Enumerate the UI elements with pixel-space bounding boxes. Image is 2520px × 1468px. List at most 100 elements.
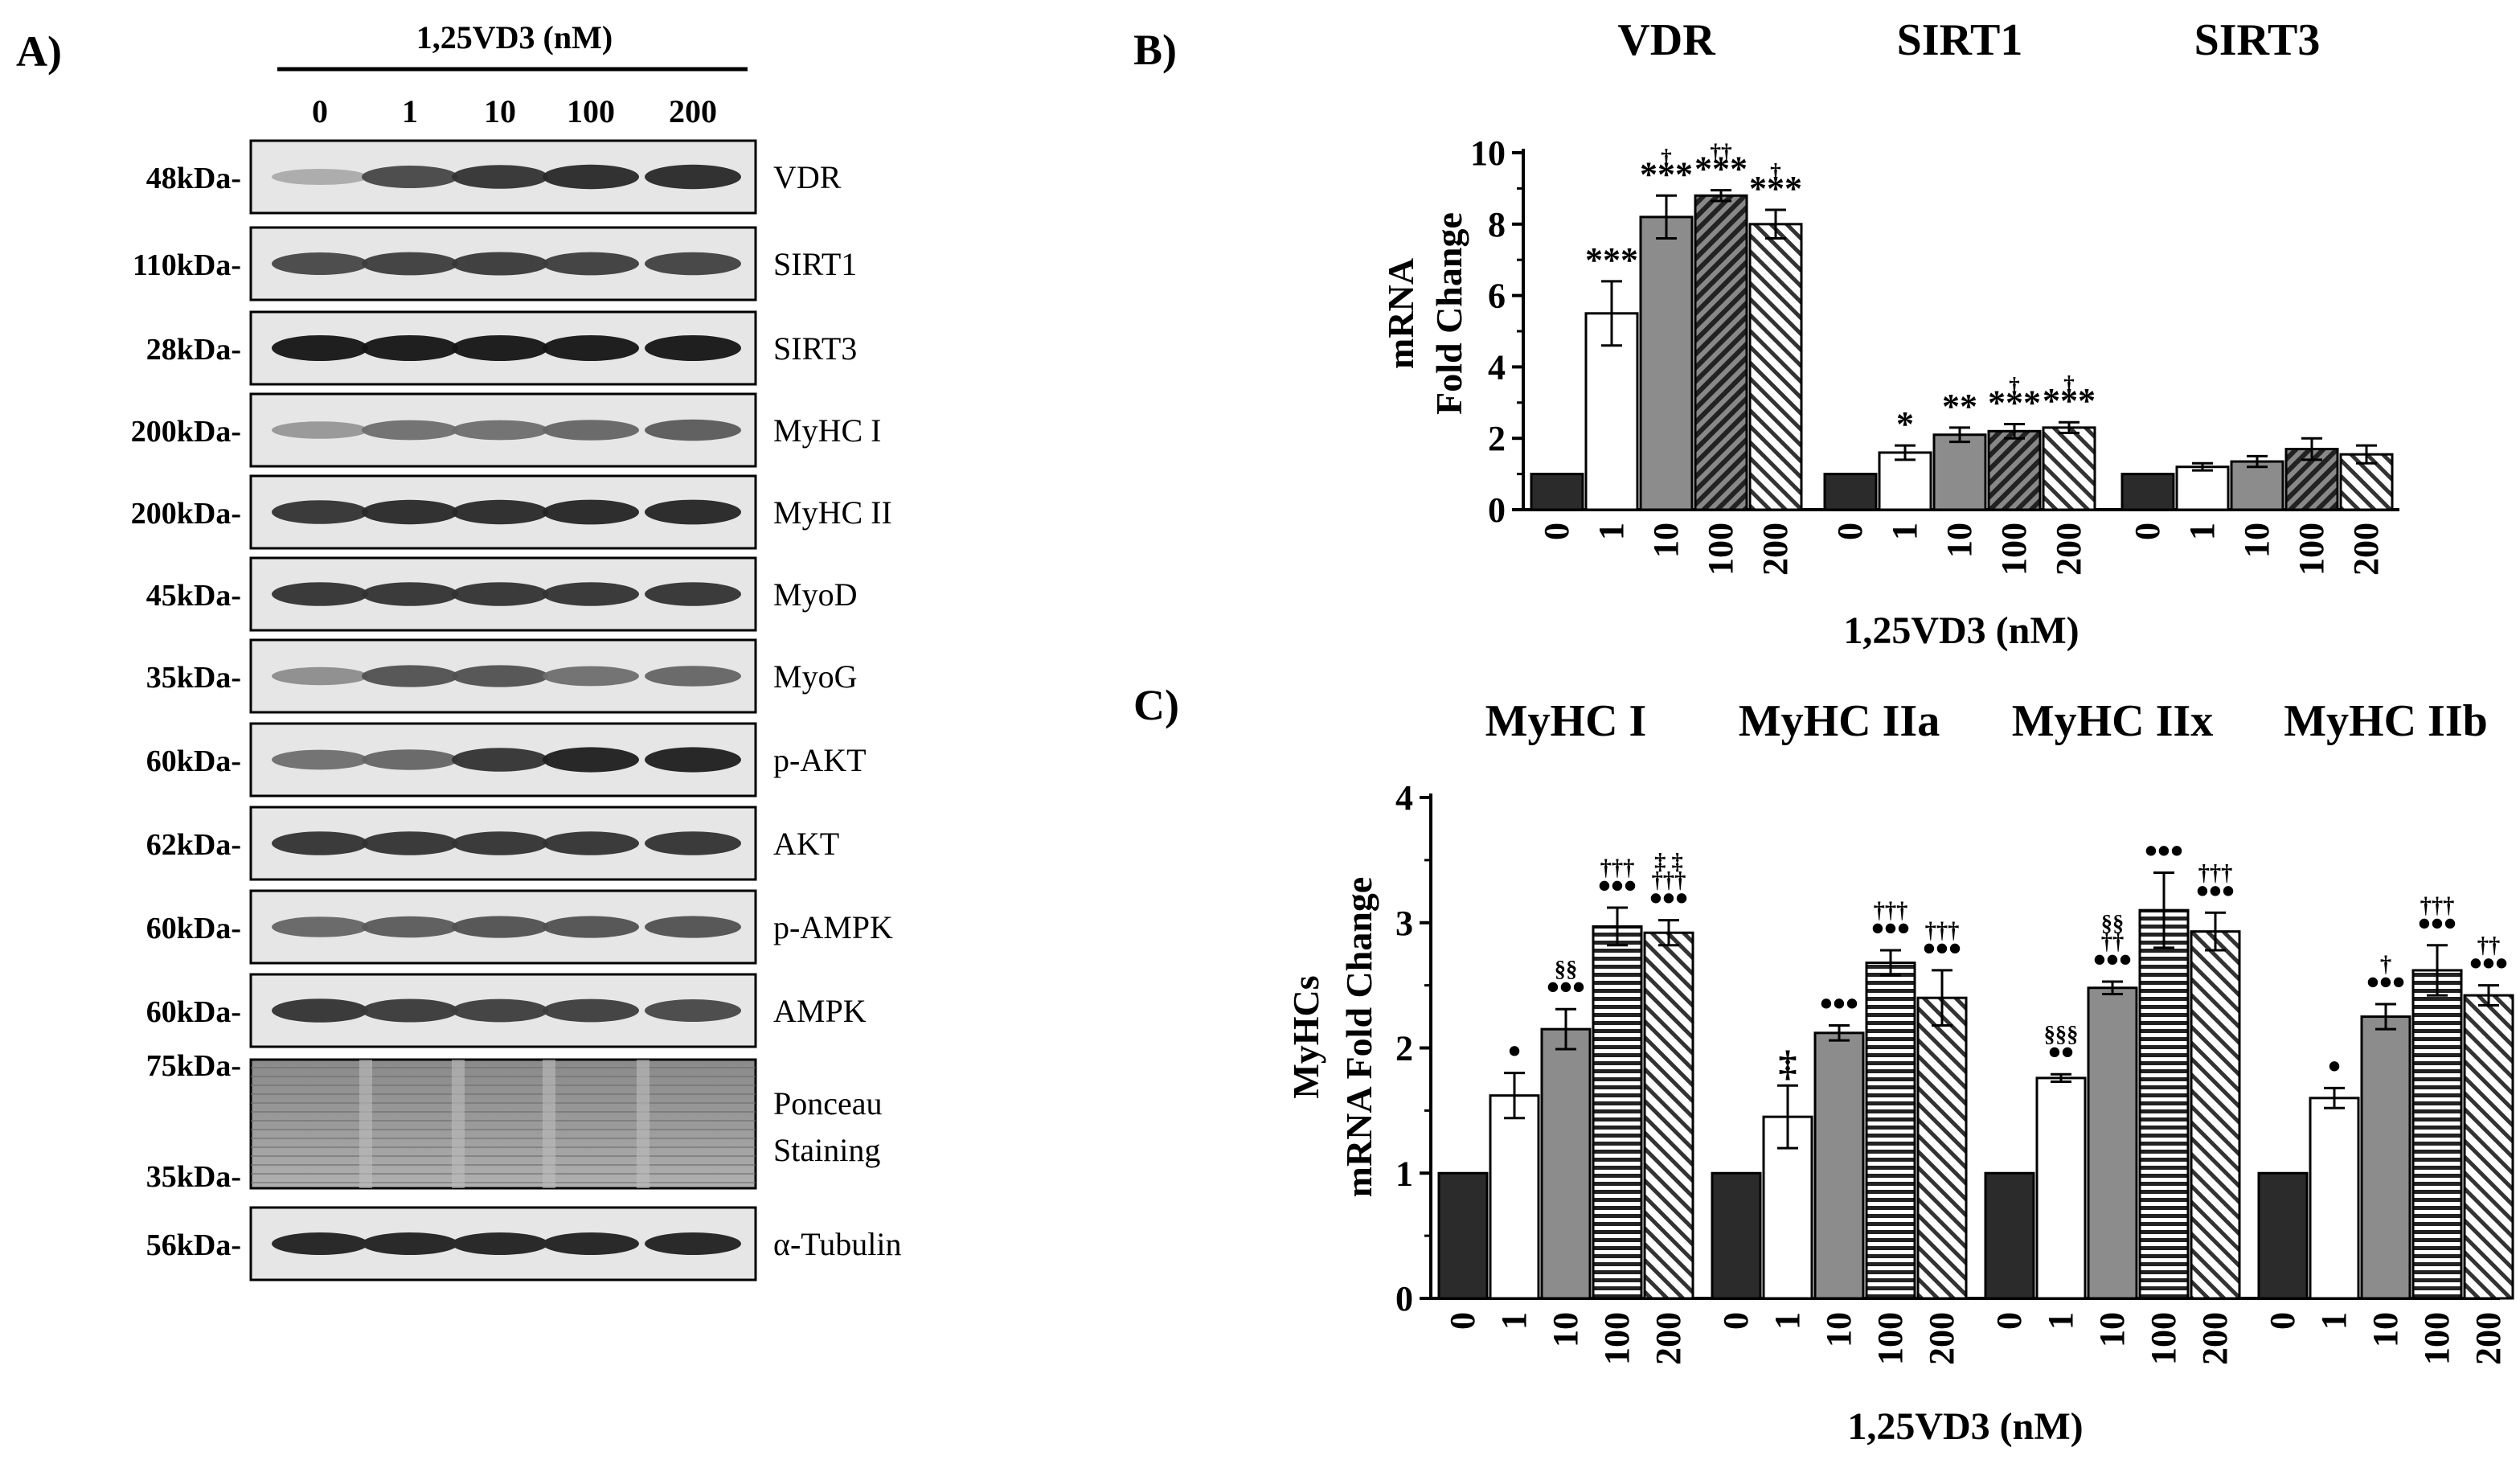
blot-band (452, 748, 548, 772)
blot-row: 200kDa- MyHC II (131, 474, 892, 550)
significance-mark: †† (2101, 929, 2125, 954)
tubulin-row: 56kDa-α-Tubulin (146, 1206, 902, 1281)
significance-mark: •• (2048, 1031, 2074, 1072)
significance-mark: †† (2477, 933, 2501, 958)
bar (1748, 223, 1803, 511)
blot-protein-label: VDR (773, 159, 842, 195)
blot-band (272, 916, 368, 937)
blot-band (452, 582, 548, 606)
significance-mark: ••• (1923, 928, 1961, 969)
category-label: 0 (2128, 523, 2167, 540)
blot-band (452, 1232, 548, 1255)
blot-band (645, 1232, 741, 1255)
category-label: 200 (1756, 523, 1795, 576)
significance-mark: ‡ (1779, 1043, 1797, 1084)
category-label: 100 (2292, 523, 2331, 576)
bar-group: SIRT3 0 1 10 100 200 (2120, 15, 2394, 576)
blot-band (645, 499, 741, 525)
y-tick-label: 10 (1470, 133, 1506, 173)
blot-row: 35kDa- MyoG (146, 638, 857, 714)
bar (2087, 986, 2138, 1300)
bar (2042, 426, 2096, 511)
significance-mark: ••• (1871, 908, 1910, 949)
category-label: 10 (2092, 1312, 2132, 1347)
blot-band (362, 916, 458, 938)
blot-band (645, 419, 741, 441)
significance-mark: ••• (2145, 830, 2183, 871)
blot-marker-label: 45kDa- (146, 579, 241, 613)
y-tick-label: 2 (1395, 1029, 1413, 1068)
group-title: SIRT3 (2194, 15, 2321, 65)
y-tick-label: 8 (1488, 205, 1506, 244)
blot-treatment-label: 1,25VD3 (nM) (416, 19, 613, 55)
bar (1530, 473, 1584, 511)
lane-label: 200 (669, 93, 717, 129)
category-label: 100 (1871, 1312, 1910, 1365)
significance-mark: ††† (2420, 893, 2455, 918)
blot-band (645, 164, 741, 190)
lane-label: 0 (312, 93, 328, 129)
blot-band (543, 335, 639, 361)
y-axis-label: Fold Change (1428, 212, 1469, 415)
blot-protein-label: SIRT3 (773, 330, 857, 367)
blot-row: 45kDa- MyoD (146, 556, 857, 632)
significance-mark: ••• (2093, 939, 2132, 980)
blot-band (543, 998, 639, 1023)
significance-mark: ••• (2366, 962, 2405, 1003)
category-label: 10 (1819, 1312, 1858, 1347)
category-label: 0 (2263, 1312, 2302, 1330)
blot-protein-label: AMPK (773, 993, 867, 1029)
ponceau-label-line1: Ponceau (773, 1085, 883, 1122)
significance-mark: ••• (1649, 878, 1688, 919)
y-tick-label: 0 (1395, 1279, 1413, 1318)
blot-band (272, 169, 368, 185)
bar (2257, 1171, 2309, 1300)
y-axis-label: mRNA Fold Change (1338, 877, 1379, 1198)
blot-band (645, 582, 741, 606)
blot-band (362, 499, 458, 525)
blot-band (543, 1232, 639, 1255)
ponceau-membrane (249, 1058, 757, 1190)
y-tick-label: 1 (1395, 1154, 1413, 1193)
y-tick-label: 3 (1395, 904, 1413, 943)
blot-band (362, 749, 458, 770)
category-label: 200 (2195, 1312, 2235, 1365)
blot-band (645, 999, 741, 1022)
bar (1694, 194, 1748, 511)
category-label: 1 (2314, 1312, 2354, 1330)
significance-mark: • (1508, 1031, 1521, 1072)
blot-row: 60kDa- AMPK (146, 973, 867, 1048)
significance-mark: §§ (2101, 911, 2125, 936)
blot-marker-label: 200kDa- (131, 497, 241, 531)
significance-mark: † (2380, 952, 2391, 977)
category-label: 100 (1597, 1312, 1637, 1365)
blot-row: 60kDa-p-AKT (146, 722, 867, 798)
blot-band (543, 666, 639, 687)
y-tick-label: 0 (1488, 490, 1506, 530)
category-label: 200 (1649, 1312, 1688, 1365)
blot-row: 48kDa- VDR (146, 139, 842, 215)
blot-band (543, 831, 639, 855)
ponceau-label-line2: Staining (773, 1132, 880, 1168)
blot-band (543, 582, 639, 606)
category-label: 10 (2366, 1312, 2405, 1347)
y-axis-label: mRNA (1380, 258, 1421, 369)
blot-band (362, 998, 458, 1023)
blot-marker-label: 60kDa- (146, 744, 241, 778)
blot-marker-label: 110kDa- (133, 248, 241, 282)
blot-band (452, 998, 548, 1023)
significance-mark: *** (2043, 381, 2096, 420)
panel-label-c: C) (1133, 681, 1179, 729)
blot-band (362, 166, 458, 188)
y-tick-label: 6 (1488, 277, 1506, 316)
category-label: 0 (1443, 1312, 1482, 1330)
blot-band (272, 582, 368, 606)
significance-mark: † (1770, 159, 1781, 183)
blot-marker-label: 48kDa- (146, 162, 241, 195)
lane-label: 1 (402, 93, 418, 129)
blot-band (362, 335, 458, 361)
blot-protein-label: MyoD (773, 576, 857, 613)
